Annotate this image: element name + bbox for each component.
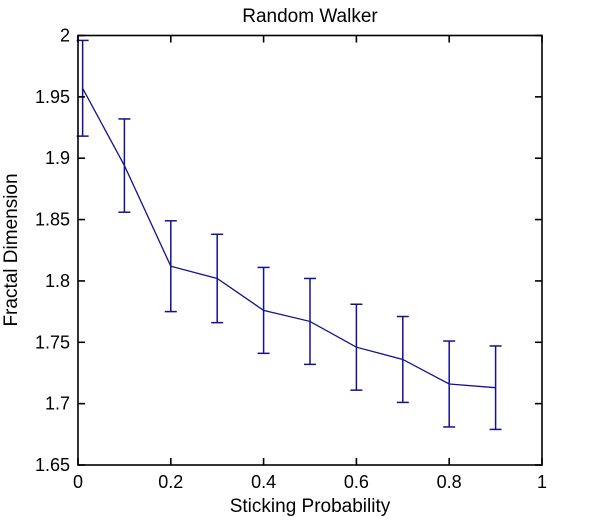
x-tick-label: 0.8 [437, 472, 462, 492]
x-tick-label: 0.4 [251, 472, 276, 492]
y-tick-label: 1.8 [45, 271, 70, 291]
axes-box [77, 34, 543, 466]
data-line [82, 87, 496, 389]
y-axis-label: Fractal Dimension [1, 173, 22, 326]
x-tick-label: 0 [73, 472, 83, 492]
y-tick-label: 1.95 [35, 87, 70, 107]
x-axis-label: Sticking Probability [230, 496, 391, 517]
chart-title: Random Walker [242, 6, 378, 27]
y-tick-label: 1.65 [35, 455, 70, 475]
y-tick-label: 1.9 [45, 148, 70, 168]
x-tick-label: 1 [537, 472, 547, 492]
y-tick-label: 1.75 [35, 332, 70, 352]
x-tick-label: 0.6 [344, 472, 369, 492]
y-tick-label: 1.7 [45, 394, 70, 414]
y-tick-label: 1.85 [35, 210, 70, 230]
y-tick-label: 2 [60, 26, 70, 46]
x-tick-label: 0.2 [158, 472, 183, 492]
